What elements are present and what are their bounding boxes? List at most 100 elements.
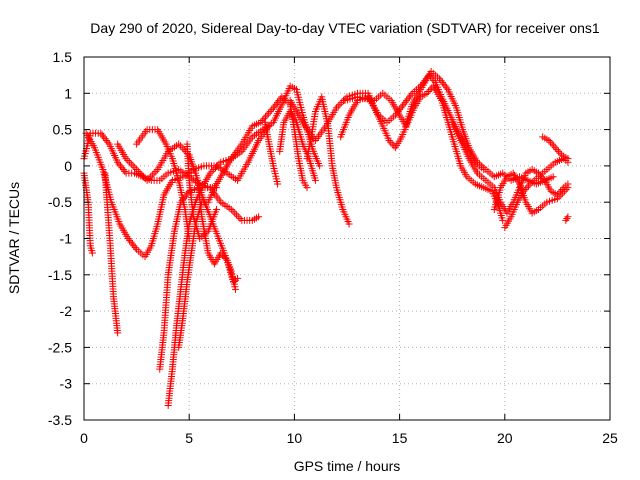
data-point (126, 236, 134, 244)
data-point (560, 187, 568, 195)
data-point (551, 144, 559, 152)
data-point (176, 142, 184, 150)
data-point (334, 102, 342, 110)
series-arc6 (133, 126, 193, 242)
data-point (88, 249, 96, 257)
series-arc3 (80, 169, 96, 257)
y-tick-label: 0.5 (53, 122, 73, 138)
data-point (275, 97, 283, 105)
data-point (131, 244, 139, 252)
chart-title: Day 290 of 2020, Sidereal Day-to-day VTE… (90, 20, 600, 36)
y-tick-label: -1 (60, 231, 73, 247)
data-point (271, 102, 279, 110)
data-point (145, 175, 153, 183)
data-point (260, 115, 268, 123)
series-arc4 (101, 169, 122, 337)
axis-ticks (83, 56, 611, 421)
data-point (547, 138, 555, 146)
data-point (272, 100, 280, 108)
data-point (180, 146, 188, 154)
x-tick-label: 0 (80, 430, 88, 446)
series-arc15 (286, 82, 507, 224)
data-point (212, 164, 219, 172)
x-tick-labels: 0 5 10 15 20 25 (80, 430, 618, 446)
data-point (231, 285, 239, 293)
data-point (98, 131, 106, 139)
x-tick-label: 5 (185, 430, 193, 446)
data-point (129, 162, 137, 170)
data-point (136, 169, 144, 177)
data-point (101, 135, 109, 143)
data-point (564, 155, 572, 163)
data-point (499, 216, 507, 224)
grid-lines (84, 57, 610, 420)
data-point (229, 207, 237, 215)
data-point (233, 211, 241, 219)
data-point (387, 138, 395, 146)
data-point (213, 162, 221, 170)
data-point (119, 166, 127, 174)
data-point (440, 80, 448, 88)
data-point (388, 140, 396, 148)
data-point (385, 136, 393, 144)
data-point (407, 91, 415, 99)
data-point (206, 169, 214, 177)
data-point (549, 173, 557, 181)
data-point (437, 77, 445, 85)
data-point (336, 100, 344, 108)
data-point (400, 100, 408, 108)
data-point (521, 185, 529, 193)
data-point (178, 144, 186, 152)
y-tick-label: 1.5 (53, 49, 73, 65)
y-tick-label: -3.5 (48, 412, 72, 428)
data-point (138, 171, 146, 179)
data-point (115, 160, 123, 168)
data-points (80, 68, 572, 409)
data-point (556, 149, 564, 157)
data-point (218, 251, 226, 259)
data-point (236, 215, 244, 223)
data-point (122, 155, 130, 163)
data-point (555, 193, 563, 201)
x-tick-label: 15 (392, 430, 408, 446)
series-arc17 (341, 68, 557, 188)
x-tick-label: 10 (287, 430, 303, 446)
data-point (255, 213, 263, 221)
data-point (269, 104, 277, 112)
data-point (134, 167, 142, 175)
plot-frame (83, 56, 611, 421)
data-point (265, 109, 273, 117)
data-point (140, 173, 148, 181)
data-point (116, 162, 124, 170)
data-point (147, 173, 155, 181)
data-point (426, 86, 434, 94)
data-point (554, 147, 562, 155)
series-arc21 (539, 133, 572, 163)
data-point (557, 191, 565, 199)
data-point (148, 171, 156, 179)
data-point (97, 129, 105, 137)
data-point (332, 104, 340, 112)
series-arc20 (501, 155, 572, 232)
x-tick-label: 25 (602, 430, 618, 446)
data-point (405, 93, 413, 101)
y-tick-label: 0 (64, 158, 72, 174)
data-point (131, 164, 139, 172)
series-arc16 (337, 71, 488, 174)
data-point (114, 158, 122, 166)
y-tick-label: -2 (60, 303, 73, 319)
data-point (150, 169, 158, 177)
data-point (175, 140, 183, 148)
series-arc22 (562, 213, 572, 224)
data-point (548, 140, 556, 148)
x-axis-label: GPS time / hours (294, 458, 401, 474)
data-point (274, 98, 282, 106)
data-point (524, 182, 532, 190)
data-point (102, 136, 110, 144)
data-point (227, 205, 235, 213)
data-point (563, 215, 571, 223)
data-point (143, 176, 151, 184)
data-point (124, 235, 132, 242)
series-arc12 (261, 118, 282, 188)
